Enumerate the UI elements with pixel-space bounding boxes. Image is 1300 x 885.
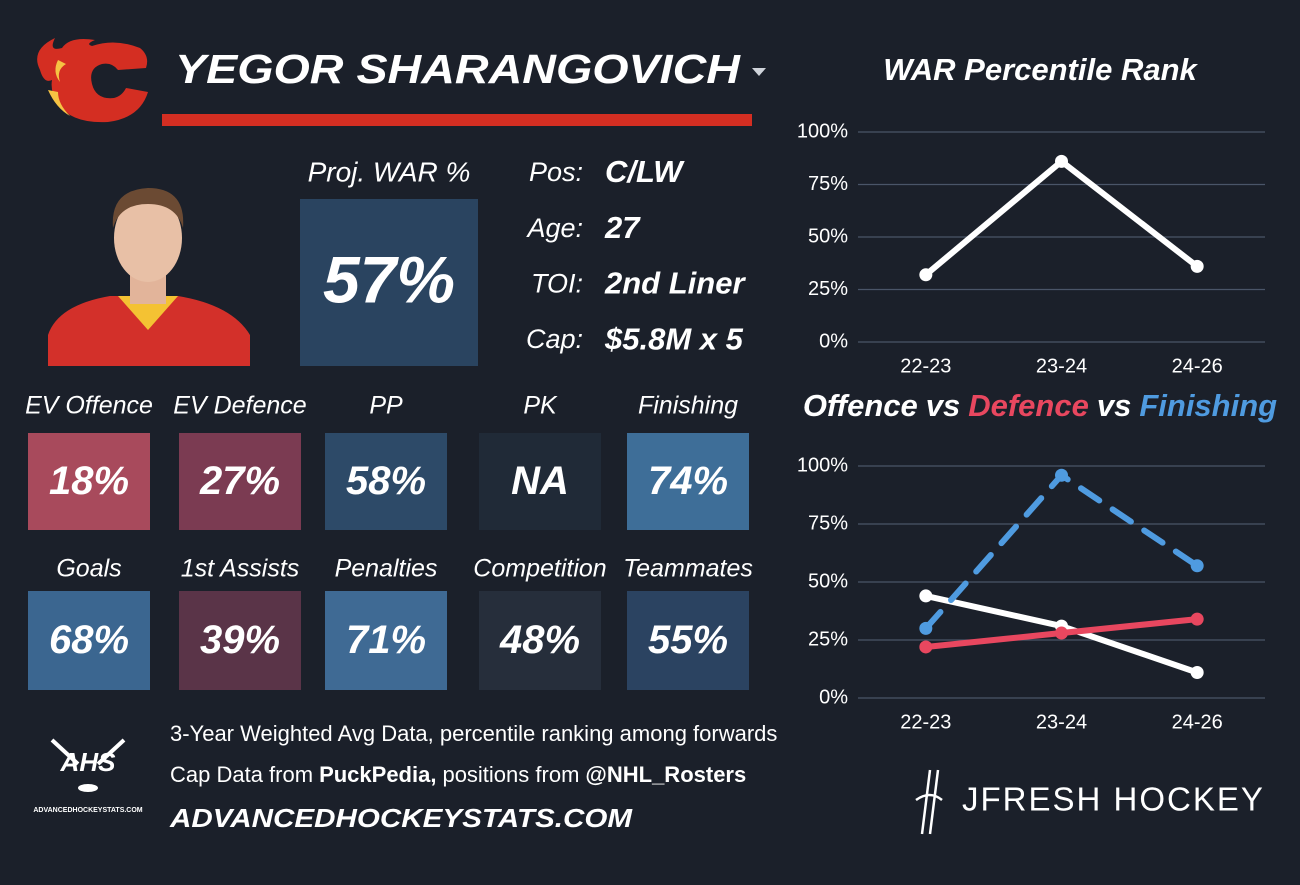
- legend-entry: Offence: [803, 388, 918, 423]
- data-point: [919, 640, 933, 654]
- stat-label: Penalties: [335, 555, 438, 583]
- y-tick-label: 75%: [808, 173, 848, 195]
- jfresh-logo: [915, 769, 943, 835]
- stat-tile: [28, 591, 150, 690]
- stat-value: 68%: [49, 618, 129, 662]
- chart-title: WAR Percentile Rank: [883, 52, 1198, 87]
- ahs-logo-caption: ADVANCEDHOCKEYSTATS.COM: [33, 807, 142, 814]
- bio-label: Pos:: [529, 157, 583, 187]
- player-name: YEGOR SHARANGOVICH: [175, 46, 742, 92]
- x-tick-label: 24-26: [1172, 711, 1223, 733]
- x-tick-label: 23-24: [1036, 711, 1087, 733]
- proj-war-box: [300, 199, 478, 366]
- stat-value: NA: [511, 459, 569, 503]
- bio-value: C/LW: [605, 154, 685, 189]
- stat-value: 48%: [499, 618, 580, 662]
- y-tick-label: 25%: [808, 628, 848, 650]
- data-point: [919, 268, 933, 282]
- y-tick-label: 100%: [797, 120, 848, 142]
- dropdown-arrow[interactable]: [752, 68, 766, 76]
- y-tick-label: 75%: [808, 512, 848, 534]
- team-logo: [37, 38, 149, 123]
- stat-label: 1st Assists: [181, 555, 300, 583]
- x-tick-label: 22-23: [900, 355, 951, 377]
- y-tick-label: 100%: [797, 454, 848, 476]
- stat-value: 27%: [199, 459, 280, 503]
- stat-label: EV Defence: [173, 392, 306, 420]
- y-tick-label: 50%: [808, 570, 848, 592]
- stat-value: 39%: [200, 618, 280, 662]
- legend-entry: Finishing: [1139, 388, 1277, 423]
- data-point: [919, 621, 933, 635]
- line-chart: Offence vs Defence vs Finishing0%25%50%75%10…: [797, 388, 1277, 733]
- bio-value: 2nd Liner: [604, 266, 746, 301]
- ahs-logo-text: AHS: [60, 747, 117, 777]
- stat-tile: [325, 591, 447, 690]
- stat-label: Finishing: [638, 392, 738, 420]
- data-point: [1055, 626, 1068, 640]
- source-text: positions from: [442, 762, 579, 787]
- source-link: @NHL_Rosters: [585, 762, 746, 787]
- stat-tile: [179, 591, 301, 690]
- data-point: [1190, 665, 1204, 679]
- legend-entry: Defence: [968, 388, 1089, 423]
- name-underline: [162, 114, 752, 126]
- bio-value: 27: [604, 210, 641, 245]
- stat-value: 55%: [648, 618, 728, 662]
- title-joiner: vs: [926, 388, 960, 423]
- ahs-logo: AHS ADVANCEDHOCKEYSTATS.COM: [33, 738, 143, 814]
- y-tick-label: 0%: [819, 330, 848, 352]
- data-point: [1055, 154, 1068, 168]
- y-tick-label: 50%: [808, 225, 848, 247]
- player-photo: [48, 188, 250, 366]
- stat-label: Competition: [473, 555, 606, 583]
- line-chart: WAR Percentile Rank 0% 25% 50% 75% 100% 22-23 2…: [797, 52, 1265, 377]
- stat-tile: [325, 433, 447, 530]
- footer-sources: Cap Data from PuckPedia, positions from @NH…: [170, 762, 746, 787]
- data-point: [1190, 259, 1204, 273]
- y-tick-label: 25%: [808, 278, 848, 300]
- x-tick-label: 24-26: [1172, 355, 1223, 377]
- stat-label: Teammates: [623, 555, 753, 583]
- source-link: PuckPedia,: [319, 762, 436, 787]
- stat-tile: [479, 591, 601, 690]
- stat-value: 18%: [49, 459, 129, 503]
- chart-title: Offence vs Defence vs Finishing: [803, 388, 1277, 423]
- data-point: [1190, 559, 1204, 573]
- y-tick-label: 0%: [819, 686, 848, 708]
- stat-tile: [627, 433, 749, 530]
- bio: Pos: C/LW Age: 27 TOI: 2nd Liner Cap: $5.8M x 5: [525, 154, 746, 356]
- data-point: [1190, 612, 1204, 626]
- stat-tile: [479, 433, 601, 530]
- footer-note: 3-Year Weighted Avg Data, percentile ran…: [170, 721, 777, 746]
- bio-label: Age:: [525, 213, 583, 243]
- bio-label: Cap:: [526, 324, 583, 354]
- stat-label: EV Offence: [25, 392, 153, 420]
- proj-war-value: 57%: [323, 242, 455, 316]
- stat-tile: [28, 433, 150, 530]
- data-point: [1055, 468, 1068, 482]
- stat-label: PK: [523, 392, 558, 420]
- x-tick-label: 23-24: [1036, 355, 1087, 377]
- proj-war-label: Proj. WAR %: [308, 156, 471, 187]
- stat-value: 74%: [648, 459, 728, 503]
- footer-site: ADVANCEDHOCKEYSTATS.COM: [169, 803, 634, 833]
- stat-value: 71%: [346, 618, 426, 662]
- stat-value: 58%: [346, 459, 426, 503]
- stat-tile: [627, 591, 749, 690]
- brand: JFRESH HOCKEY: [962, 781, 1265, 818]
- data-point: [919, 589, 933, 603]
- bio-value: $5.8M x 5: [604, 321, 744, 356]
- x-tick-label: 22-23: [900, 711, 951, 733]
- charts: WAR Percentile Rank 0% 25% 50% 75% 100% 22-23 2…: [797, 52, 1277, 733]
- source-text: Cap Data from: [170, 762, 313, 787]
- stat-label: PP: [369, 392, 403, 420]
- title-joiner: vs: [1097, 388, 1131, 423]
- stat-tile: [179, 433, 301, 530]
- stat-tiles: EV Offence 18% EV Defence 27% PP 58% PK NA Finis…: [25, 392, 753, 690]
- stat-label: Goals: [56, 555, 121, 583]
- bio-label: TOI:: [531, 269, 583, 299]
